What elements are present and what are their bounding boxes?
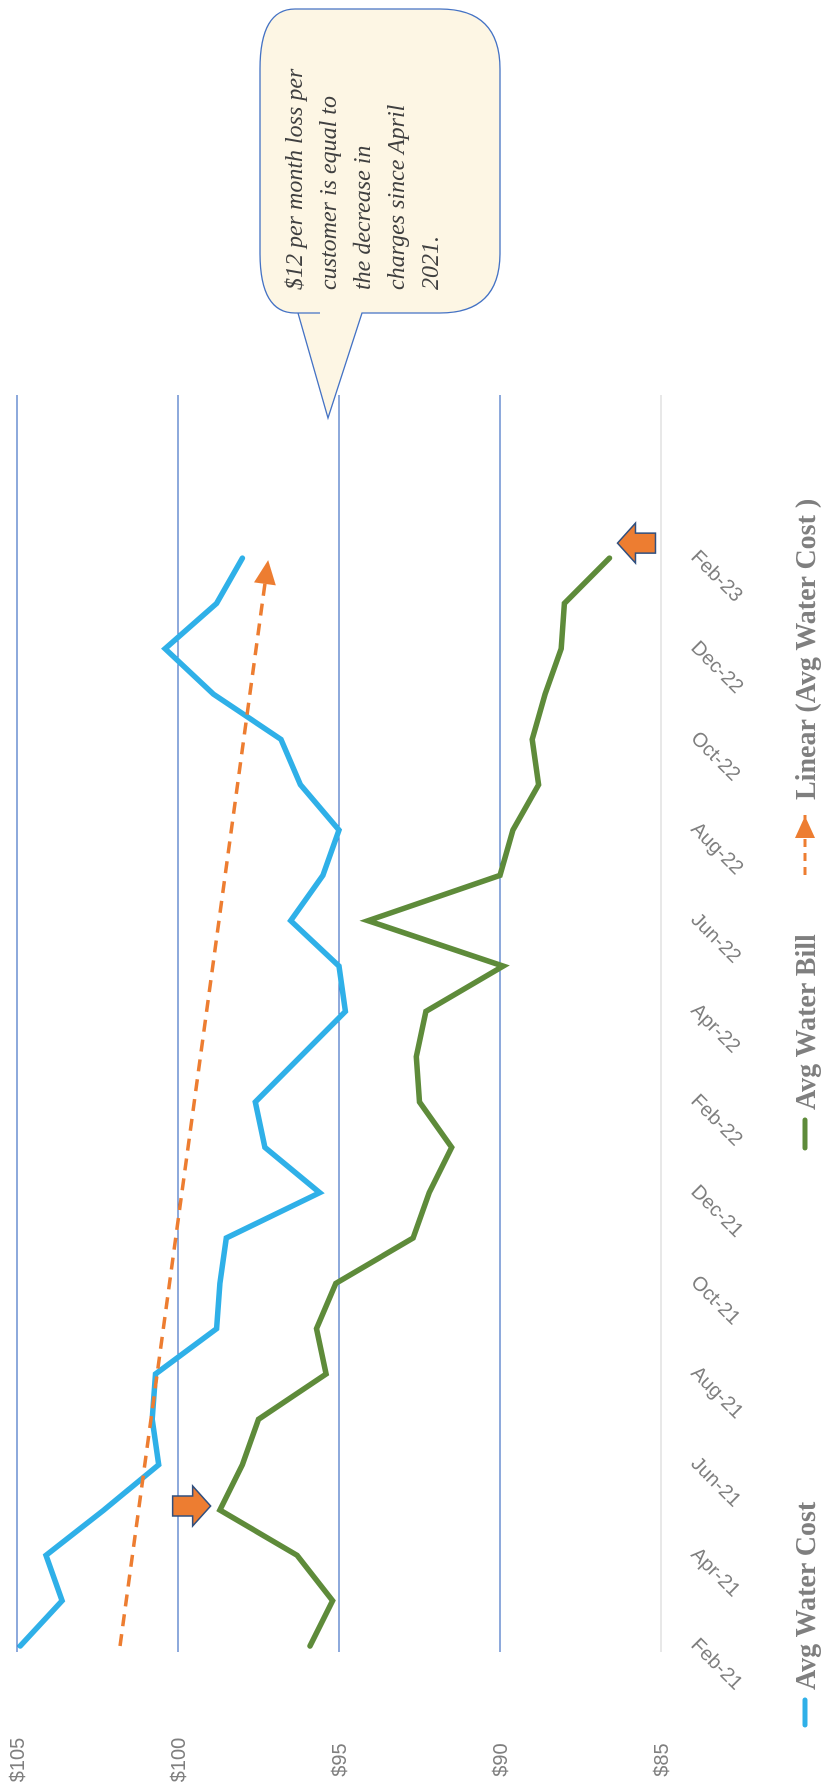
legend-label-avg-water-cost: Avg Water Cost [791,1501,822,1690]
x-tick-label: Apr-21 [686,1543,744,1601]
x-tick-label: Feb-22 [686,1090,746,1150]
y-tick-label: $90 [490,1743,512,1776]
callout-bubble: $12 per month loss per customer is equal … [259,8,501,421]
callout-line: charges since April [384,104,410,290]
legend-label-avg-water-bill: Avg Water Bill [791,934,822,1110]
x-axis-ticks: Feb-21 Apr-21 Jun-21 Aug-21 Oct-21 Dec-21 Feb-… [686,546,747,1694]
callout-line: the decrease in [350,146,376,290]
x-tick-label: Jun-21 [686,1453,745,1512]
y-tick-label: $85 [651,1743,673,1776]
legend-item-avg-water-bill: Avg Water Bill [791,934,822,1151]
legend-item-avg-water-cost: Avg Water Cost [791,1501,822,1728]
series-layer [17,555,613,1649]
series-line-linear-avg-water-cost [118,559,270,1647]
y-axis-ticks: $85 $90 $95 $100 $105 [7,1738,673,1783]
series-line-avg-water-cost [17,555,349,1649]
callout-shape [259,8,501,421]
trend-arrowhead-icon [254,560,276,586]
series-line-avg-water-bill [216,555,613,1649]
legend-item-linear-trend: Linear (Avg Water Cost ) [791,499,822,875]
block-arrow-icon [171,1484,212,1528]
legend-label-linear-trend: Linear (Avg Water Cost ) [791,499,822,800]
callout-text: $12 per month loss per customer is equal … [282,68,444,290]
legend-arrowhead-icon [795,816,815,838]
block-arrow-shape [616,521,657,566]
block-arrow-shape [171,1484,212,1528]
callout-line: $12 per month loss per [282,68,308,290]
x-tick-label: Oct-21 [686,1271,744,1329]
y-tick-label: $100 [168,1738,190,1783]
x-tick-label: Feb-23 [686,546,746,606]
legend: Avg Water Cost Avg Water Bill Linear (Av… [791,499,822,1728]
gridlines [16,395,662,1652]
callout-line: 2021. [418,236,444,290]
x-tick-label: Dec-22 [686,637,747,698]
marker-layer [171,521,657,1528]
block-arrow-icon [616,521,657,566]
x-tick-label: Oct-22 [686,727,744,785]
x-tick-label: Apr-22 [686,999,744,1057]
x-tick-label: Aug-21 [686,1362,747,1423]
x-tick-label: Aug-22 [686,818,747,879]
x-tick-label: Feb-21 [686,1634,746,1694]
x-tick-label: Jun-22 [686,909,745,968]
x-tick-label: Dec-21 [686,1181,747,1242]
y-tick-label: $95 [329,1743,351,1776]
y-tick-label: $105 [7,1738,29,1783]
callout-line: customer is equal to [316,96,342,290]
